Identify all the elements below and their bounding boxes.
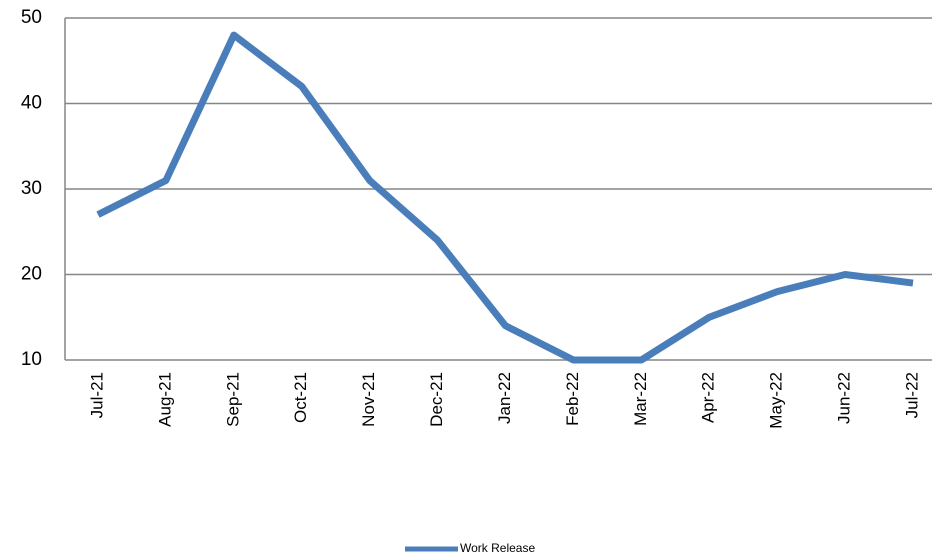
x-tick-label: Apr-22 bbox=[699, 372, 718, 423]
y-tick-label: 10 bbox=[21, 349, 42, 370]
legend-label: Work Release bbox=[460, 541, 535, 555]
y-tick-label: 20 bbox=[21, 264, 42, 285]
x-tick-label: Feb-22 bbox=[563, 372, 582, 426]
data-line bbox=[96, 31, 914, 364]
x-tick-label: Jan-22 bbox=[495, 372, 514, 424]
x-tick-label: Oct-21 bbox=[291, 372, 310, 423]
x-tick-label: May-22 bbox=[767, 372, 786, 429]
y-tick-label: 40 bbox=[21, 93, 42, 114]
x-tick-label: Jul-21 bbox=[87, 372, 106, 418]
x-tick-label: Mar-22 bbox=[631, 372, 650, 426]
x-tick-label: Nov-21 bbox=[359, 372, 378, 427]
y-tick-label: 50 bbox=[21, 7, 42, 28]
x-tick-label: Jul-22 bbox=[902, 372, 921, 418]
x-tick-label: Aug-21 bbox=[155, 372, 174, 427]
x-tick-label: Dec-21 bbox=[427, 372, 446, 427]
y-tick-label: 30 bbox=[21, 178, 42, 199]
x-tick-label: Jun-22 bbox=[835, 372, 854, 424]
x-tick-label: Sep-21 bbox=[223, 372, 242, 427]
